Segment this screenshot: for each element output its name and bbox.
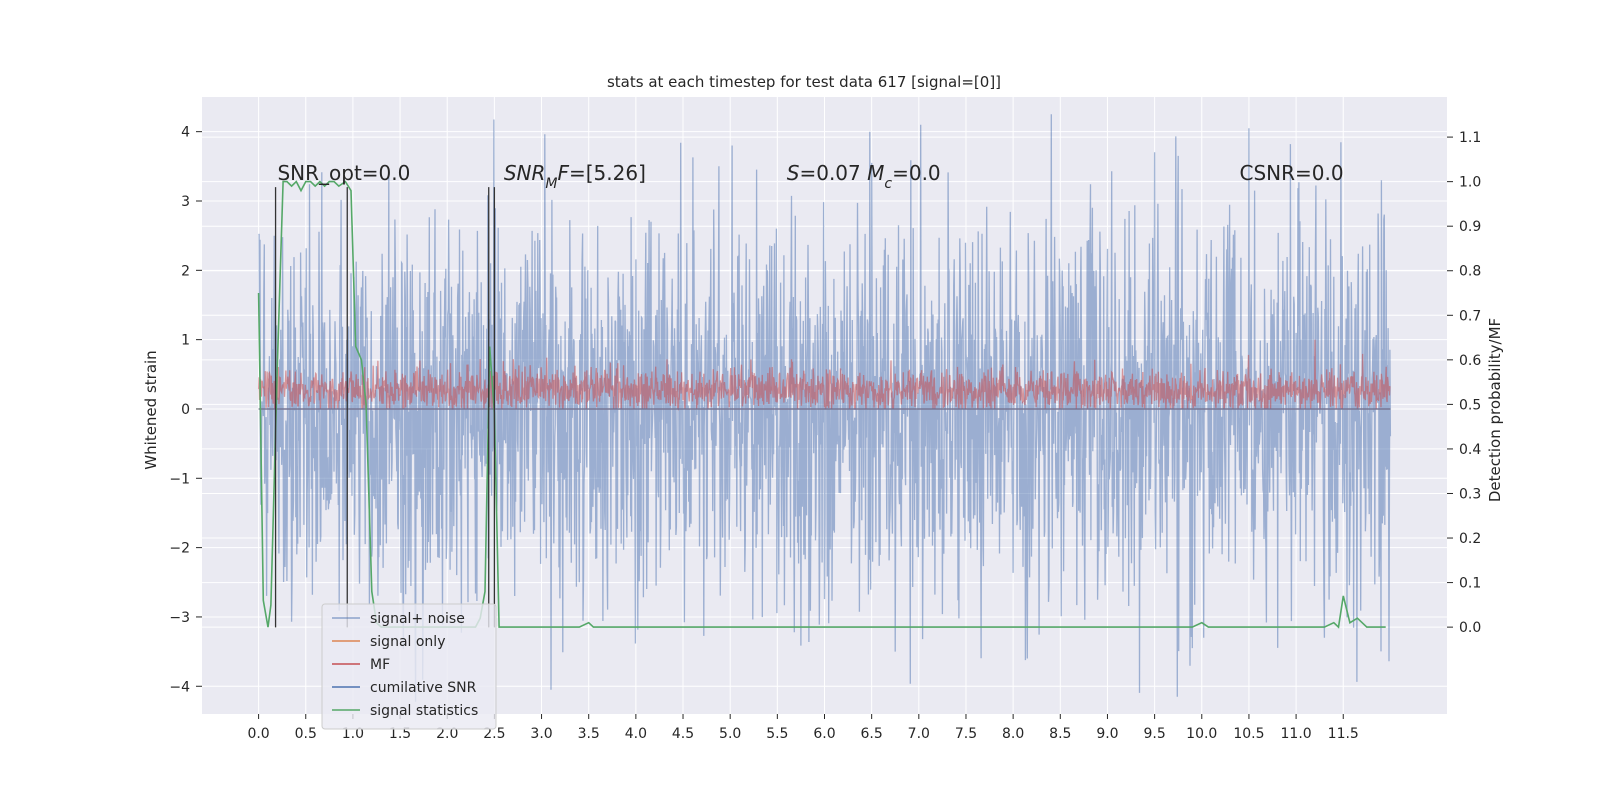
y-axis-label: Whitened strain — [142, 350, 160, 469]
x-tick-label: 11.5 — [1328, 726, 1359, 742]
y-tick-label: 1 — [181, 333, 190, 349]
legend-label: MF — [370, 657, 390, 673]
series-line-4 — [257, 180, 1386, 629]
y2-tick-label: 1.1 — [1459, 130, 1481, 146]
x-tick-label: 5.0 — [719, 726, 741, 742]
x-tick-label: 8.5 — [1049, 726, 1071, 742]
y2-tick-label: 1.0 — [1459, 175, 1481, 191]
x-tick-label: 0.5 — [295, 726, 317, 742]
series-line-2 — [257, 339, 1391, 411]
legend: signal+ noise signal only MF cumilative SNR… — [321, 603, 497, 730]
x-tick-label: 1.0 — [342, 726, 364, 742]
annotation-text: S=0.07 Mc=0.0 — [787, 161, 941, 192]
x-tick-label: 4.0 — [625, 726, 647, 742]
y2-tick-label: 0.8 — [1459, 264, 1481, 280]
annotation-text: CSNR=0.0 — [1240, 161, 1344, 185]
y2-tick-label: 0.3 — [1459, 486, 1481, 502]
y-tick-label: −2 — [169, 541, 190, 557]
y-tick-label: 2 — [181, 263, 190, 279]
annotation-text: SNR_opt=0.0 — [277, 161, 410, 185]
legend-label: cumilative SNR — [370, 680, 477, 696]
x-tick-label: 8.0 — [1002, 726, 1024, 742]
y2-tick-label: 0.4 — [1459, 442, 1481, 458]
chart-title: stats at each timestep for test data 617… — [607, 73, 1001, 91]
x-tick-label: 7.5 — [955, 726, 977, 742]
x-tick-label: 2.0 — [436, 726, 458, 742]
x-tick-label: 7.0 — [908, 726, 930, 742]
y2-tick-label: 0.9 — [1459, 219, 1481, 235]
y2-axis-label: Detection probability/MF — [1486, 318, 1504, 502]
x-tick-label: 11.0 — [1281, 726, 1312, 742]
y-tick-label: −3 — [169, 610, 190, 626]
y-tick-label: −4 — [169, 679, 190, 695]
y-tick-label: 3 — [181, 194, 190, 210]
y-tick-label: −1 — [169, 471, 190, 487]
y2-tick-label: 0.2 — [1459, 531, 1481, 547]
x-tick-label: 3.0 — [530, 726, 552, 742]
x-tick-label: 2.5 — [483, 726, 505, 742]
x-tick-label: 4.5 — [672, 726, 694, 742]
x-tick-label: 10.0 — [1186, 726, 1217, 742]
x-tick-label: 5.5 — [766, 726, 788, 742]
legend-box — [321, 603, 497, 730]
plot-series — [257, 114, 1392, 702]
legend-label: signal only — [370, 634, 445, 650]
y2-tick-label: 0.1 — [1459, 576, 1481, 592]
x-tick-label: 9.5 — [1143, 726, 1165, 742]
legend-label: signal statistics — [370, 703, 478, 719]
x-tick-label: 9.0 — [1096, 726, 1118, 742]
y2-tick-label: 0.6 — [1459, 353, 1481, 369]
x-tick-label: 1.5 — [389, 726, 411, 742]
annotations: SNR_opt=0.0 SNRMF=[5.26] S=0.07 Mc=0.0 CSNR… — [277, 161, 1343, 192]
x-tick-label: 10.5 — [1233, 726, 1264, 742]
y2-tick-label: 0.5 — [1459, 397, 1481, 413]
x-tick-label: 6.0 — [813, 726, 835, 742]
y2-tick-label: 0.0 — [1459, 620, 1481, 636]
x-tick-label: 0.0 — [247, 726, 269, 742]
y-tick-label: 0 — [181, 402, 190, 418]
axes: 0.0 0.5 1.0 1.5 2.0 2.5 3.0 3.5 4.0 4.5 5.0 5.5 6.0 6… — [169, 125, 1481, 742]
legend-label: signal+ noise — [370, 611, 465, 627]
y2-tick-label: 0.7 — [1459, 308, 1481, 324]
x-tick-label: 3.5 — [578, 726, 600, 742]
x-tick-label: 6.5 — [861, 726, 883, 742]
annotation-text: SNRMF=[5.26] — [504, 161, 646, 192]
y-tick-label: 4 — [181, 125, 190, 141]
